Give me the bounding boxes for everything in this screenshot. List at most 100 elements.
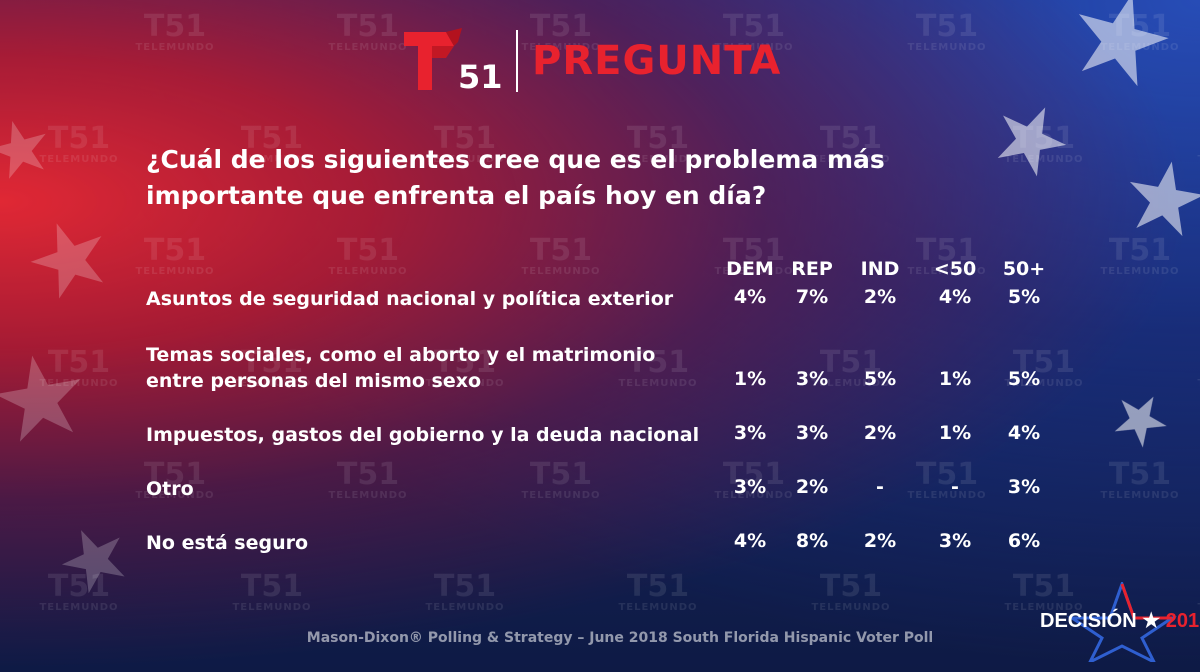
row-label-line: Otro: [146, 478, 194, 500]
watermark-word: TELEMUNDO: [39, 602, 119, 613]
table-cell: 2%: [863, 286, 897, 308]
watermark-word: TELEMUNDO: [1192, 154, 1200, 165]
table-cell: 1%: [938, 368, 972, 390]
watermark-logo: T51: [1192, 348, 1200, 378]
watermark-word: TELEMUNDO: [328, 266, 408, 277]
table-cell: 3%: [733, 422, 767, 444]
header-divider: [516, 30, 518, 92]
column-header: IND: [860, 258, 900, 280]
column-header: REP: [791, 258, 833, 280]
row-label-line: Impuestos, gastos del gobierno y la deud…: [146, 424, 700, 446]
column-header: <50: [933, 258, 977, 280]
table-cell: 3%: [1007, 476, 1041, 498]
table-cell: 2%: [795, 476, 829, 498]
table-cell: 8%: [795, 530, 829, 552]
table-cell: 1%: [733, 368, 767, 390]
question-text: ¿Cuál de los siguientes cree que es el p…: [146, 145, 885, 210]
table-cell: 3%: [795, 368, 829, 390]
watermark-word: TELEMUNDO: [232, 602, 312, 613]
watermark-word: TELEMUNDO: [39, 154, 119, 165]
watermark-logo: T51: [47, 345, 111, 380]
row-label: Otro: [146, 476, 731, 502]
row-label-line: Asuntos de seguridad nacional y política…: [146, 288, 674, 310]
watermark-word: TELEMUNDO: [39, 378, 119, 389]
table-cell: 4%: [733, 530, 767, 552]
table-cell: -: [951, 476, 959, 498]
table-cell: 4%: [938, 286, 972, 308]
watermark-logo: T51: [47, 121, 111, 156]
watermark-logo: T51: [819, 569, 883, 604]
watermark-word: TELEMUNDO: [1100, 42, 1180, 53]
table-cell: 5%: [1007, 286, 1041, 308]
table-cell: 5%: [1007, 368, 1041, 390]
column-header: DEM: [726, 258, 774, 280]
source-footer: Mason-Dixon® Polling & Strategy – June 2…: [306, 630, 934, 646]
table-cell: 4%: [1007, 422, 1041, 444]
watermark-word: TELEMUNDO: [1100, 490, 1180, 501]
watermark-word: TELEMUNDO: [811, 602, 891, 613]
watermark-word: TELEMUNDO: [328, 42, 408, 53]
watermark-logo: T51: [1108, 457, 1172, 492]
table-cell: 2%: [863, 530, 897, 552]
row-label: Temas sociales, como el aborto y el matr…: [146, 342, 731, 394]
watermark-word: TELEMUNDO: [425, 602, 505, 613]
row-label: Impuestos, gastos del gobierno y la deud…: [146, 422, 731, 448]
decision-2018-badge: DECISIÓN ★ 2018: [1022, 582, 1200, 662]
row-label: No está seguro: [146, 530, 731, 556]
badge-star-icon: ★: [1142, 610, 1161, 632]
table-cell: 1%: [938, 422, 972, 444]
table-cell: 6%: [1007, 530, 1041, 552]
row-label-line: No está seguro: [146, 532, 309, 554]
page-title: PREGUNTA: [532, 38, 782, 84]
header: 51 PREGUNTA: [402, 26, 781, 96]
watermark-logo: T51: [47, 569, 111, 604]
table-cell: 5%: [863, 368, 897, 390]
table-cell: 3%: [795, 422, 829, 444]
logo-number: 51: [458, 58, 503, 96]
table-cell: 4%: [733, 286, 767, 308]
telemundo-t-icon: [404, 28, 462, 90]
badge-year: 2018: [1165, 610, 1200, 632]
table-cell: 2%: [863, 422, 897, 444]
watermark-word: TELEMUNDO: [135, 42, 215, 53]
watermark-word: TELEMUNDO: [1100, 266, 1180, 277]
column-header: 50+: [1002, 258, 1046, 280]
watermark-logo: T51: [1108, 9, 1172, 44]
watermark-logo: T51: [529, 233, 593, 268]
row-label: Asuntos de seguridad nacional y política…: [146, 286, 731, 312]
star-outline-icon: [1067, 582, 1177, 662]
watermark-logo: T51: [1192, 572, 1200, 602]
watermark-word: TELEMUNDO: [618, 602, 698, 613]
watermark-logo: T51: [143, 9, 207, 44]
watermark-logo: T51: [240, 569, 304, 604]
table-cell: 3%: [733, 476, 767, 498]
watermark-word: TELEMUNDO: [1192, 378, 1200, 389]
watermark-logo: T51: [336, 233, 400, 268]
watermark-word: TELEMUNDO: [521, 266, 601, 277]
watermark-word: TELEMUNDO: [907, 42, 987, 53]
table-cell: -: [876, 476, 884, 498]
watermark-word: TELEMUNDO: [135, 266, 215, 277]
watermark-logo: T51: [433, 569, 497, 604]
watermark-logo: T51: [1192, 124, 1200, 154]
badge-word: DECISIÓN: [1040, 610, 1137, 632]
table-cell: 3%: [938, 530, 972, 552]
row-label-line: Temas sociales, como el aborto y el matr…: [146, 344, 656, 366]
